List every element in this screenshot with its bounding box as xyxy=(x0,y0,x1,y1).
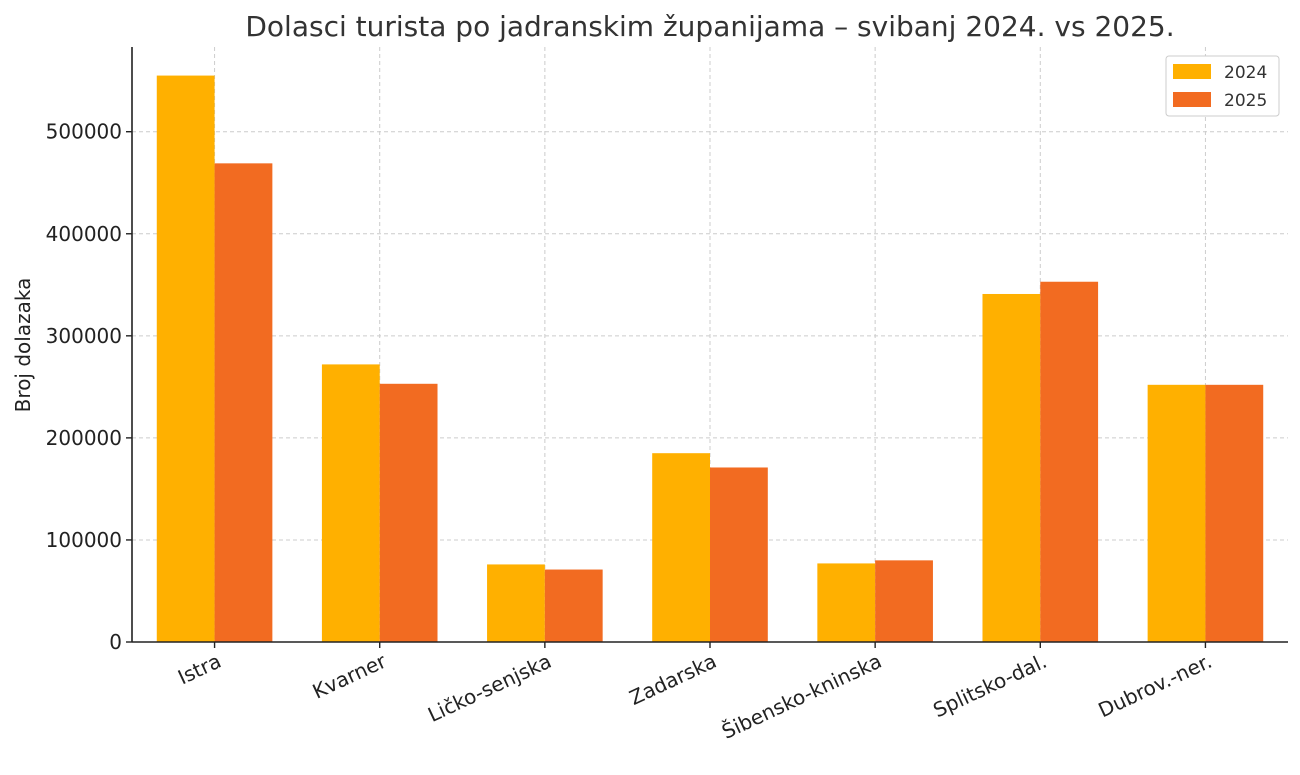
x-tick-label: Istra xyxy=(174,649,225,690)
bar-2024--ibensko-kninska xyxy=(817,563,876,642)
bars-layer xyxy=(156,75,1264,642)
bar-2025-zadarska xyxy=(710,467,768,642)
bar-2024-dubrov-ner- xyxy=(1147,384,1206,642)
x-tick-label: Šibensko-kninska xyxy=(718,649,885,744)
legend-label-2024: 2024 xyxy=(1224,63,1267,83)
legend-label-2025: 2025 xyxy=(1224,91,1267,111)
bar-2025-li-ko-senjska xyxy=(544,569,603,642)
x-tick-label: Zadarska xyxy=(626,649,720,710)
bar-2025-splitsko-dal- xyxy=(1040,281,1099,642)
y-axis-label: Broj dolazaka xyxy=(11,278,35,413)
x-tick-label: Ličko-senjska xyxy=(424,649,555,727)
bar-2025--ibensko-kninska xyxy=(875,560,933,642)
x-tick-label: Splitsko-dal. xyxy=(929,649,1050,722)
bar-2024-splitsko-dal- xyxy=(982,293,1041,642)
y-tick-label: 400000 xyxy=(46,222,122,246)
y-tick-label: 0 xyxy=(109,630,122,654)
bar-2024-kvarner xyxy=(321,364,380,642)
bar-2024-li-ko-senjska xyxy=(487,564,545,642)
legend-swatch-2024 xyxy=(1173,64,1211,79)
x-tick-label: Kvarner xyxy=(309,648,391,703)
y-tick-label: 500000 xyxy=(46,120,122,144)
bar-2025-kvarner xyxy=(379,383,438,642)
y-tick-label: 200000 xyxy=(46,426,122,450)
bar-2024-zadarska xyxy=(652,453,710,642)
x-tick-label: Dubrov.-ner. xyxy=(1094,649,1215,722)
legend: 2024 2025 xyxy=(1165,55,1280,117)
y-tick-label: 100000 xyxy=(46,528,122,552)
y-tick-label: 300000 xyxy=(46,324,122,348)
bar-2024-istra xyxy=(156,75,215,642)
legend-swatch-2025 xyxy=(1173,92,1211,107)
bar-2025-istra xyxy=(214,163,273,642)
bar-2025-dubrov-ner- xyxy=(1205,384,1264,642)
chart-title: Dolasci turista po jadranskim županijama… xyxy=(245,10,1174,43)
